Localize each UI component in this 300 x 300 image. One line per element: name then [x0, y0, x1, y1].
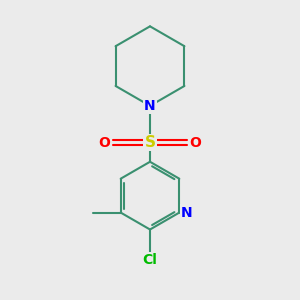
Text: O: O [190, 136, 202, 150]
Text: O: O [98, 136, 110, 150]
Text: N: N [144, 99, 156, 113]
Text: N: N [181, 206, 193, 220]
Text: S: S [145, 135, 155, 150]
Text: Cl: Cl [142, 254, 158, 267]
